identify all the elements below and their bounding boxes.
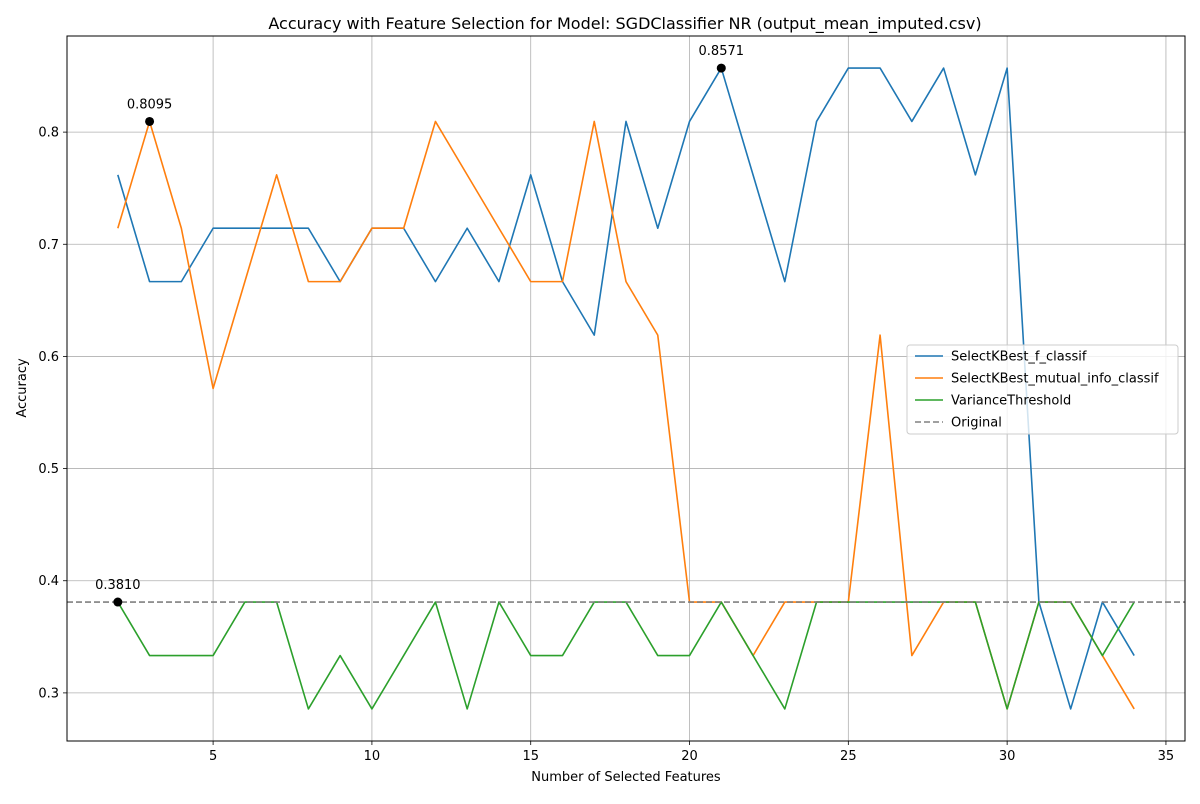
y-tick-label: 0.8 [38,126,59,141]
x-tick-label: 30 [999,749,1016,764]
chart-title: Accuracy with Feature Selection for Mode… [268,14,981,34]
y-tick-label: 0.7 [38,238,59,253]
legend-label: SelectKBest_f_classif [951,350,1087,365]
annotation-label: 0.8571 [699,44,745,59]
annotation-marker [113,597,123,607]
annotations: 0.8095 0.8571 0.3810 [95,44,745,607]
annotation-label: 0.3810 [95,578,141,593]
x-axis-label: Number of Selected Features [531,770,721,785]
legend-label: SelectKBest_mutual_info_classif [951,372,1159,387]
annotation-label: 0.8095 [127,97,173,112]
x-tick-label: 10 [364,749,381,764]
y-tick-label: 0.6 [38,350,59,365]
series-lines [67,67,1185,710]
x-tick-label: 25 [840,749,857,764]
legend-label: Original [951,416,1002,431]
legend-box [906,344,1179,435]
series-line-1 [117,67,1135,710]
x-axis-ticks: 5 10 15 20 25 30 35 [209,741,1174,764]
plot-frame [66,35,1186,742]
annotation-marker [716,63,726,73]
y-axis-ticks: 0.3 0.4 0.5 0.6 0.7 0.8 [38,126,67,701]
y-tick-label: 0.5 [38,462,59,477]
x-tick-label: 35 [1158,749,1175,764]
y-tick-label: 0.3 [38,686,59,701]
legend-label: VarianceThreshold [951,394,1071,409]
x-tick-label: 15 [522,749,539,764]
x-tick-label: 5 [209,749,217,764]
legend: SelectKBest_f_classif SelectKBest_mutual_… [906,344,1179,435]
y-tick-label: 0.4 [38,574,59,589]
y-axis-label: Accuracy [15,358,30,418]
annotation-marker [145,116,155,126]
x-tick-label: 20 [681,749,698,764]
